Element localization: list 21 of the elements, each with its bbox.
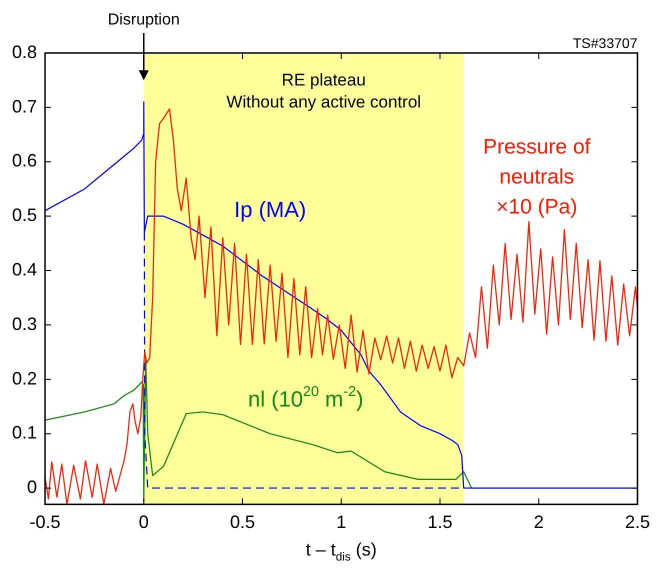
- y-tick-label: 0: [27, 477, 38, 498]
- annotation: Disruption: [108, 11, 180, 28]
- x-tick-label: 1.5: [427, 512, 453, 532]
- series-label: Ip (MA): [234, 197, 306, 222]
- band-label: RE plateau Without any active control: [226, 70, 422, 112]
- y-tick-label: 0.1: [12, 422, 38, 443]
- y-tick-label: 0.5: [12, 205, 38, 226]
- x-tick-label: 0: [138, 512, 149, 532]
- x-tick-label: 1: [336, 512, 346, 532]
- y-tick-label: 0.2: [12, 368, 38, 388]
- y-tick-label: 0.8: [12, 42, 38, 62]
- x-tick-label: 0.5: [230, 512, 256, 532]
- x-tick-label: 2: [534, 512, 544, 532]
- y-tick-label: 0.6: [12, 150, 38, 171]
- y-tick-label: 0.3: [12, 314, 38, 334]
- series-label: Pressure of neutrals ×10 (Pa): [483, 136, 591, 219]
- x-tick-label: 2.5: [624, 512, 650, 532]
- text: TS#33707: [572, 34, 638, 51]
- y-tick-label: 0.7: [12, 96, 38, 116]
- y-tick-label: 0.4: [12, 260, 38, 280]
- x-tick-label: -0.5: [30, 512, 61, 532]
